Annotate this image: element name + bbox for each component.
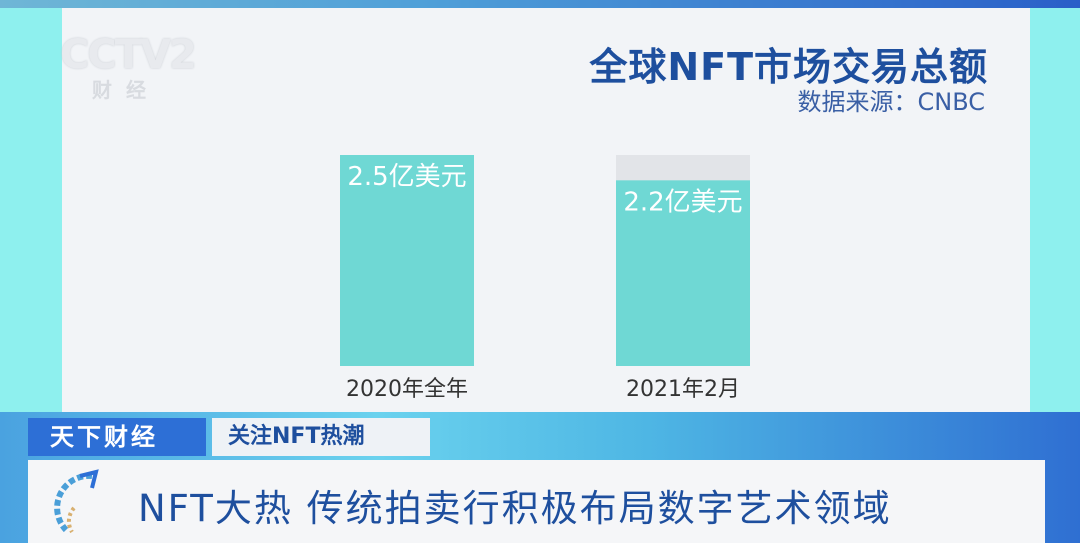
- chart-panel: [62, 8, 1030, 412]
- chart-source: 数据来源：CNBC: [797, 88, 985, 116]
- channel-logo: CCTV2: [60, 32, 197, 78]
- top-strip: [0, 0, 1080, 8]
- chart-title: 全球NFT市场交易总额: [589, 45, 988, 89]
- data-label: 2.2亿美元: [623, 187, 742, 217]
- topic-tag: 关注NFT热潮: [212, 418, 430, 456]
- bar: [616, 180, 750, 366]
- headline-text: NFT大热 传统拍卖行积极布局数字艺术领域: [138, 487, 892, 530]
- bar: [340, 155, 474, 366]
- data-label: 2.5亿美元: [347, 162, 466, 192]
- program-tag: 天下财经: [28, 418, 206, 456]
- headline-bar: NFT大热 传统拍卖行积极布局数字艺术领域: [28, 460, 1045, 543]
- bar-chart: 2.5亿美元 2020年全年 2.2亿美元 2021年2月: [340, 155, 750, 402]
- category-label: 2021年2月: [626, 377, 740, 402]
- channel-sublogo: 财经: [92, 78, 160, 102]
- category-label: 2020年全年: [346, 377, 468, 402]
- trend-arrow-icon: [54, 469, 99, 534]
